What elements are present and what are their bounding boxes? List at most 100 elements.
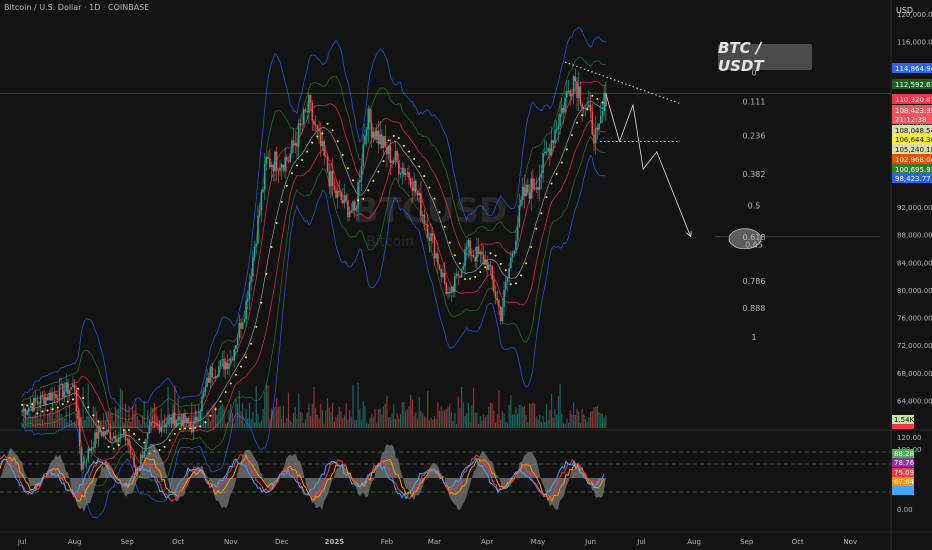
candle-body bbox=[140, 454, 142, 467]
volume-bar bbox=[315, 408, 317, 428]
volume-bar bbox=[124, 403, 127, 428]
ma-dot bbox=[168, 439, 171, 442]
candle-body bbox=[462, 266, 465, 270]
price-tag bbox=[892, 114, 932, 124]
candle-body bbox=[29, 405, 32, 408]
volume-bar bbox=[211, 404, 213, 428]
volume-bar bbox=[337, 414, 339, 428]
candle-body bbox=[131, 452, 134, 455]
ma-dot bbox=[489, 252, 492, 255]
volume-bar bbox=[209, 421, 212, 428]
volume-bar bbox=[57, 406, 59, 428]
candle-body bbox=[111, 438, 113, 440]
candle-body bbox=[141, 454, 144, 458]
volume-bar bbox=[518, 404, 520, 428]
candle-body bbox=[487, 264, 490, 270]
volume-bar bbox=[135, 404, 137, 428]
currency-label[interactable]: USD bbox=[896, 5, 914, 15]
volume-bar bbox=[243, 423, 245, 428]
volume-bar bbox=[593, 407, 595, 428]
ma-dot bbox=[336, 140, 339, 143]
osc-tag-label: 75.09 bbox=[894, 469, 914, 477]
volume-bar bbox=[23, 403, 25, 428]
price-tag bbox=[892, 173, 932, 183]
candle-body bbox=[387, 145, 390, 155]
volume-bar bbox=[65, 408, 67, 428]
volume-bar bbox=[425, 417, 427, 428]
volume-bar bbox=[603, 418, 605, 428]
candle-body bbox=[559, 114, 561, 126]
volume-bar bbox=[605, 415, 607, 428]
time-tick: Dec bbox=[275, 538, 289, 546]
candle-body bbox=[567, 90, 570, 92]
volume-bar bbox=[41, 419, 44, 428]
ma-dot bbox=[163, 446, 166, 449]
volume-bar bbox=[309, 415, 312, 428]
volume-bar bbox=[126, 421, 128, 428]
volume-bar bbox=[349, 409, 351, 428]
symbol-watermark: BTCUSD bbox=[353, 191, 507, 231]
candle-body bbox=[297, 122, 300, 147]
candle-body bbox=[537, 187, 539, 190]
candle-body bbox=[370, 122, 373, 138]
volume-bar bbox=[226, 422, 229, 428]
price-tick: 92,000.00 bbox=[897, 204, 932, 212]
volume-bar bbox=[91, 419, 93, 428]
volume-bar bbox=[68, 404, 71, 428]
ma-dot bbox=[540, 212, 543, 215]
volume-bar bbox=[33, 414, 35, 428]
ma-dot bbox=[402, 144, 405, 147]
candle-body bbox=[175, 420, 178, 427]
volume-bar bbox=[362, 401, 364, 428]
volume-bar bbox=[167, 386, 169, 428]
candle-body bbox=[162, 425, 164, 427]
candle-body bbox=[265, 157, 268, 164]
candle-body bbox=[77, 411, 79, 420]
candle-body bbox=[308, 94, 310, 113]
candle-body bbox=[460, 269, 463, 278]
volume-bar bbox=[333, 421, 335, 428]
price-tick: 76,000.00 bbox=[897, 315, 932, 323]
ma-dot bbox=[448, 241, 451, 244]
candle-body bbox=[61, 384, 64, 397]
volume-bar bbox=[444, 410, 446, 428]
volume-bar bbox=[108, 410, 110, 428]
candle-body bbox=[45, 396, 47, 405]
volume-bar bbox=[489, 402, 492, 428]
ma-dot bbox=[194, 426, 197, 429]
volume-bar bbox=[550, 393, 553, 428]
volume-bar bbox=[84, 420, 86, 428]
candle-body bbox=[333, 186, 336, 190]
volume-bar bbox=[564, 423, 566, 428]
volume-bar bbox=[136, 416, 139, 428]
candle-body bbox=[202, 391, 205, 398]
candle-body bbox=[581, 104, 583, 110]
ma-dot bbox=[204, 421, 207, 424]
volume-tag bbox=[892, 415, 914, 424]
candle-body bbox=[269, 158, 271, 168]
bollinger-lower-outer bbox=[21, 154, 606, 519]
volume-bar bbox=[328, 407, 330, 428]
candle-body bbox=[190, 426, 193, 433]
candle-body bbox=[450, 286, 453, 293]
price-tag-label: 100,695.91 bbox=[895, 166, 932, 174]
volume-bar bbox=[532, 402, 534, 428]
candle-body bbox=[301, 124, 303, 126]
candle-body bbox=[528, 192, 531, 199]
ma-dot bbox=[117, 444, 120, 447]
ma-dot bbox=[514, 282, 517, 285]
candle-body bbox=[214, 376, 217, 379]
ma-dot bbox=[555, 172, 558, 175]
volume-bar bbox=[284, 422, 286, 428]
candle-body bbox=[109, 431, 112, 440]
candle-body bbox=[146, 432, 149, 440]
price-tick: 80,000.00 bbox=[897, 287, 932, 295]
volume-bar bbox=[528, 403, 531, 428]
volume-bar bbox=[498, 390, 500, 428]
volume-bar bbox=[36, 407, 38, 428]
candle-body bbox=[428, 237, 431, 241]
candle-body bbox=[511, 253, 514, 258]
volume-bar bbox=[294, 407, 296, 428]
candle-body bbox=[566, 91, 568, 98]
